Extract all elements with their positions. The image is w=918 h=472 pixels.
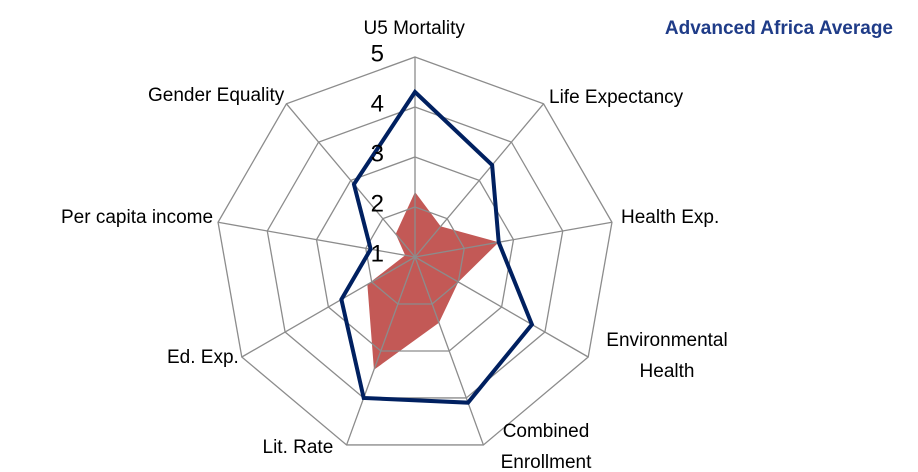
tick-label: 4: [371, 90, 384, 117]
axis-spoke: [241, 256, 416, 358]
grid-ring: [365, 206, 465, 305]
axis-spoke: [217, 221, 416, 258]
category-label: Combined Enrollment: [500, 421, 592, 472]
category-label: U5 Mortality: [363, 17, 465, 39]
category-label: Ed. Exp.: [167, 346, 239, 368]
legend-entry: Advanced Africa Average: [664, 18, 893, 39]
category-label: Per capita income: [61, 206, 214, 228]
axis-spoke: [414, 103, 545, 258]
category-label: Health Exp.: [621, 206, 720, 228]
tick-label: 5: [371, 40, 384, 67]
tick-label: 1: [371, 240, 384, 267]
line: [339, 88, 535, 405]
tick-label: 2: [371, 190, 384, 217]
grid-ring: [217, 56, 613, 446]
axis-spoke: [345, 256, 416, 446]
axis-spoke: [414, 256, 589, 358]
tick-label: 3: [371, 140, 384, 167]
axis-spoke: [414, 256, 485, 446]
category-label: Life Expectancy: [549, 86, 684, 108]
axis-spoke: [285, 103, 416, 258]
grid-ring: [266, 106, 564, 399]
category-label: Gender Equality: [148, 84, 285, 106]
category-label: Lit. Rate: [262, 436, 334, 458]
axis-spoke: [414, 221, 613, 258]
category-label: Environmental Health: [606, 330, 728, 382]
area: [367, 192, 499, 370]
